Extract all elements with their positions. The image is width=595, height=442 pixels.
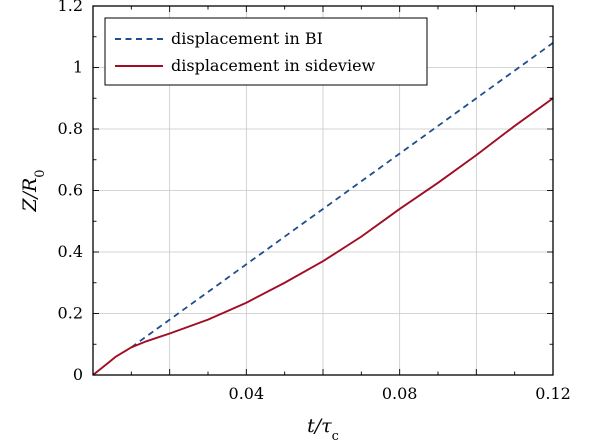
- y-axis-label: Z/R0: [19, 169, 48, 212]
- x-axis-label: t/τc: [307, 415, 339, 442]
- ticks: 0.04 0.08 0.12 0 0.2 0.4 0.6 0.8 1 1.2: [58, 0, 571, 403]
- series-line-bi: [130, 42, 554, 349]
- x-tick-label: 0.12: [535, 384, 571, 403]
- x-tick-label: 0.08: [382, 384, 418, 403]
- series-layer: [92, 42, 554, 376]
- y-tick-label: 0: [73, 365, 83, 384]
- series-line-sideview: [92, 97, 554, 376]
- y-tick-label: 1: [73, 58, 83, 77]
- y-tick-label: 1.2: [58, 0, 83, 15]
- legend-box: [104, 17, 428, 86]
- y-tick-label: 0.8: [58, 119, 83, 138]
- y-tick-label: 0.2: [58, 304, 83, 323]
- legend-entry-label: displacement in BI: [171, 29, 323, 48]
- legend-entry-label: displacement in sideview: [171, 56, 376, 75]
- legend: displacement in BI displacement in sidevi…: [104, 17, 428, 86]
- x-tick-label: 0.04: [229, 384, 265, 403]
- y-tick-label: 0.6: [58, 181, 83, 200]
- y-tick-label: 0.4: [58, 242, 83, 261]
